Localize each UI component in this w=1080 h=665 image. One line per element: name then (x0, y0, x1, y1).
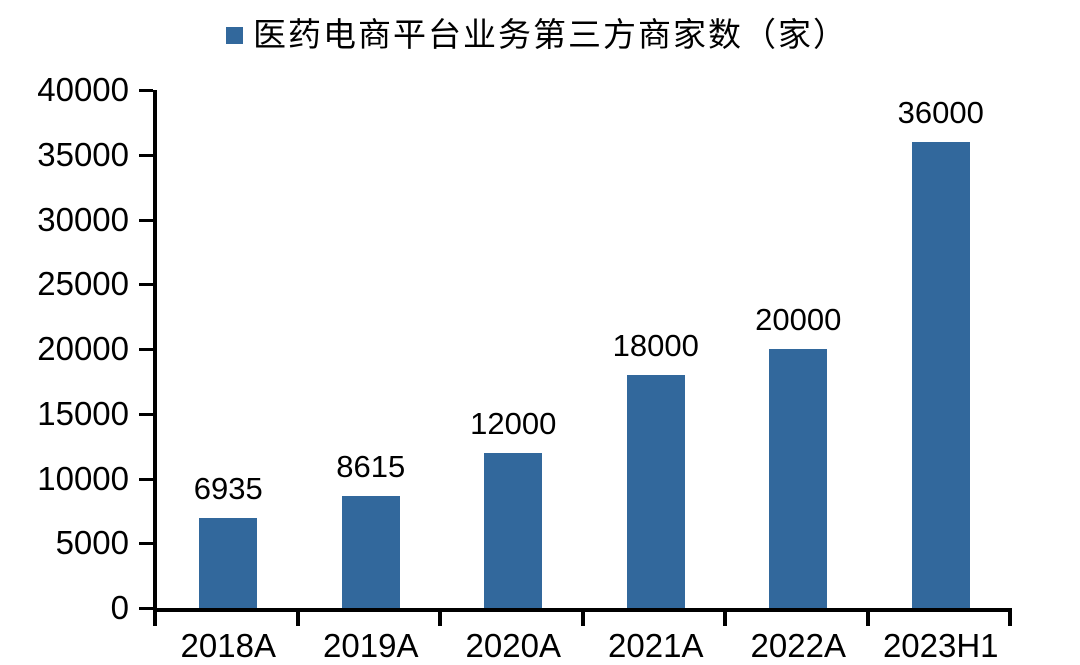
y-axis-tick (139, 89, 153, 92)
y-axis-tick (139, 607, 153, 610)
x-axis-category-label: 2018A (180, 627, 276, 664)
y-axis-tick (139, 218, 153, 222)
y-axis-tick-label: 25000 (37, 265, 129, 303)
x-axis-category-label: 2019A (323, 627, 419, 664)
bar-value-label: 20000 (755, 302, 842, 337)
y-axis-tick-label: 20000 (37, 330, 129, 367)
y-axis-tick-label: 5000 (55, 524, 129, 562)
bar-value-label: 18000 (612, 327, 699, 363)
x-axis-line (153, 608, 1012, 612)
legend-label: 医药电商平台业务第三方商家数（家） (253, 15, 848, 54)
chart-legend: 医药电商平台业务第三方商家数（家） (226, 12, 848, 58)
y-axis-tick (139, 153, 153, 157)
y-axis-tick (139, 477, 153, 481)
x-axis-category-label: 2020A (465, 627, 561, 664)
bar (341, 496, 400, 608)
x-axis-tick (865, 612, 870, 626)
x-axis-tick (153, 612, 157, 626)
y-axis-tick-label: 40000 (37, 71, 129, 108)
y-axis-tick-label: 30000 (37, 200, 129, 238)
y-axis-tick (139, 348, 153, 351)
bar (199, 518, 258, 608)
bar (626, 374, 685, 608)
legend-square-icon (226, 26, 243, 44)
bar-value-label: 36000 (897, 94, 984, 130)
x-axis-category-label: 2022A (750, 627, 846, 664)
y-axis-tick (139, 412, 153, 416)
bar (484, 452, 543, 608)
y-axis-tick-label: 0 (110, 589, 129, 626)
x-axis-category-label: 2023H1 (882, 627, 999, 664)
y-axis-tick-label: 15000 (37, 394, 129, 432)
x-axis-tick (438, 612, 442, 626)
y-axis-tick-label: 35000 (37, 135, 129, 173)
bar-value-label: 6935 (193, 471, 263, 507)
bar-value-label: 12000 (470, 405, 557, 441)
x-axis-tick (580, 612, 585, 626)
y-axis-tick-label: 10000 (37, 459, 129, 497)
bar (769, 349, 828, 608)
y-axis-line (153, 90, 157, 612)
x-axis-category-label: 2021A (608, 627, 704, 664)
x-axis-tick (295, 612, 300, 626)
x-axis-tick (723, 612, 727, 626)
bar-value-label: 8615 (336, 449, 406, 485)
x-axis-tick (1008, 612, 1012, 626)
bar (911, 141, 970, 608)
y-axis-tick (139, 542, 153, 546)
y-axis-tick (139, 283, 153, 287)
